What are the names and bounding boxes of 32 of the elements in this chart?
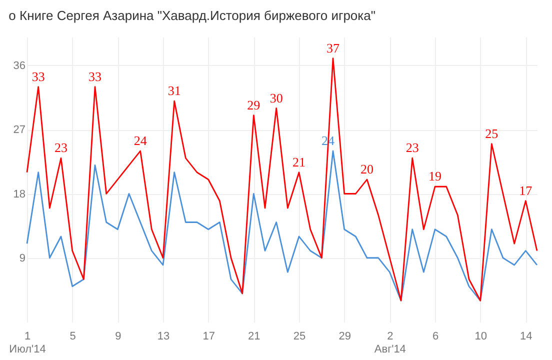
y-tick-label: 36 [13,60,26,72]
data-label: 23 [406,140,419,156]
line-series [26,58,538,302]
y-tick-label: 9 [19,252,26,264]
data-label: 23 [54,140,68,156]
x-tick-label: 6 [432,330,439,342]
data-label: 20 [360,162,374,176]
y-tick-label: 18 [13,188,26,200]
data-label: 30 [270,90,283,106]
data-label: 31 [168,83,181,98]
x-tick-label: 2 Авг'14 [374,330,406,356]
data-label: 33 [88,68,102,84]
y-tick-label: 27 [13,124,26,136]
chart-title: о Книге Сергея Азарина "Хавард.История биржевого игрока" [8,8,376,23]
data-label: 19 [428,168,442,184]
x-tick-label: 1 Июл'14 [9,330,46,356]
x-tick-label: 25 [293,330,306,342]
x-tick-label: 5 [70,330,76,342]
x-tick-label: 10 [474,330,487,342]
x-tick-label: 21 [248,330,260,342]
data-label: 25 [485,126,498,141]
data-label: 33 [32,68,45,84]
data-label: 17 [519,182,533,198]
x-tick-label: 13 [157,330,170,342]
x-tick-label: 29 [338,330,351,342]
data-label: 21 [292,154,306,170]
x-tick-label: 17 [202,330,215,342]
x-tick-label: 9 [115,330,122,342]
x-tick-label: 14 [520,330,532,342]
data-label: 24 [134,133,148,148]
data-label: 29 [247,97,260,112]
data-label: 37 [326,40,340,56]
